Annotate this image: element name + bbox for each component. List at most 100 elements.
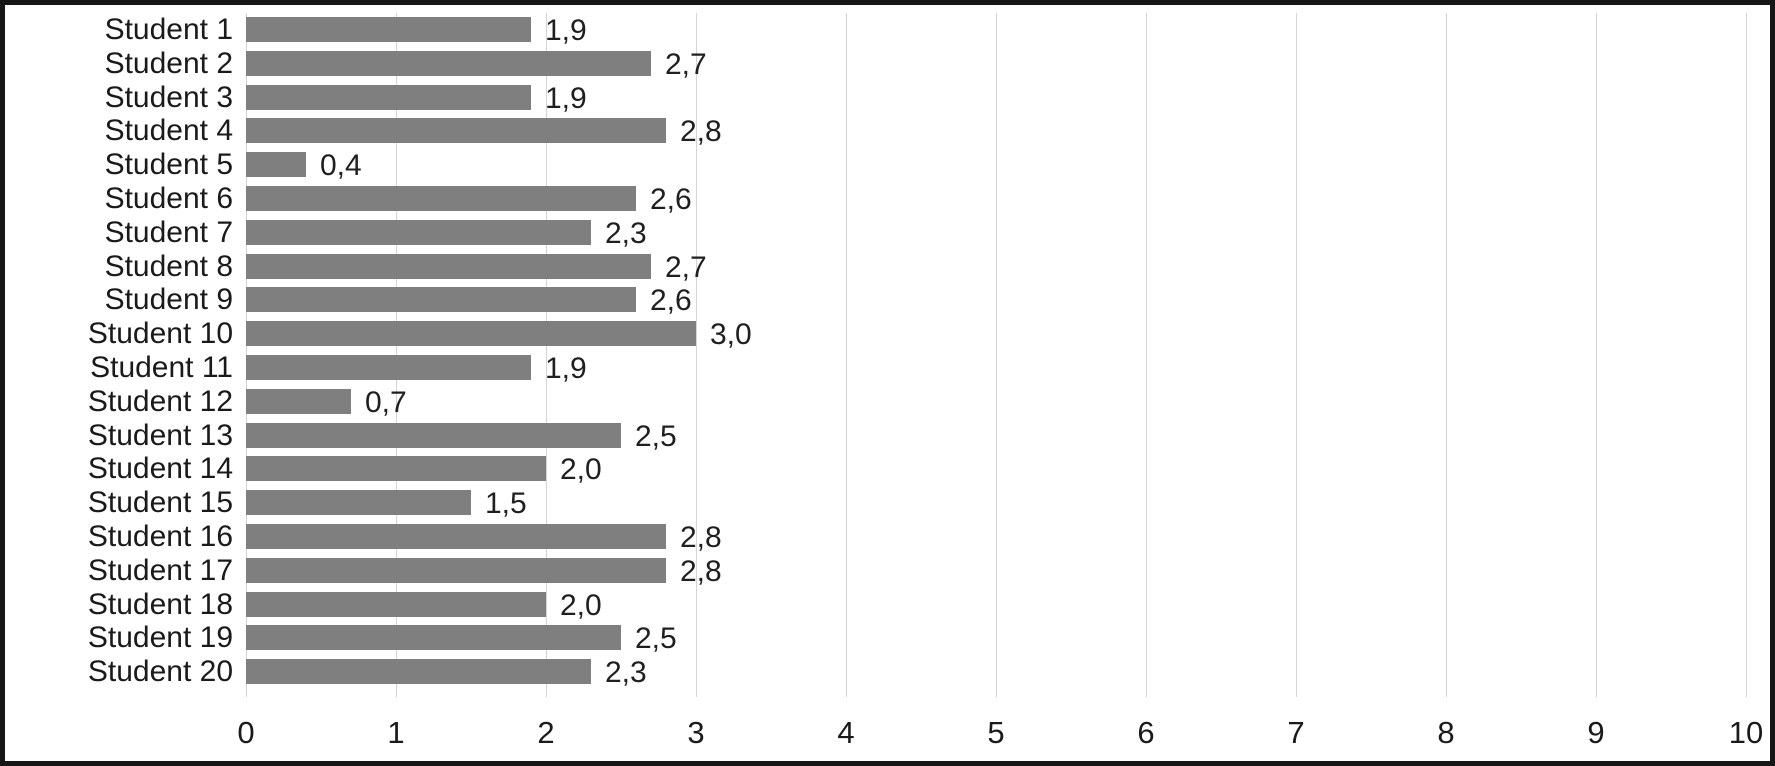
chart-row: Student 12 0,7 [5,385,1770,419]
bar [246,557,666,583]
category-label: Student 13 [87,418,233,452]
value-label: 1,9 [545,81,587,115]
chart-row: Student 4 2,8 [5,114,1770,148]
category-label: Student 5 [104,148,233,182]
gridline [1446,13,1447,697]
bar [246,287,636,313]
bar [246,524,666,549]
value-label: 2,6 [650,183,692,216]
chart-row: Student 18 2,0 [5,588,1770,622]
x-axis-tick-label: 1 [387,715,405,750]
chart-row: Student 6 2,6 [5,182,1770,216]
category-label: Student 14 [87,452,233,486]
bar [246,355,531,380]
value-label: 2,7 [665,47,707,81]
bar [246,625,621,651]
bar [246,321,696,347]
bar [246,84,531,110]
category-label: Student 18 [87,587,233,621]
category-label: Student 8 [104,249,233,283]
category-label: Student 6 [104,182,233,215]
gridline [1146,13,1147,697]
chart-row: Student 17 2,8 [5,554,1770,588]
value-label: 1,9 [545,352,587,385]
category-label: Student 7 [104,215,233,249]
bar [246,659,591,685]
chart-row: Student 3 1,9 [5,81,1770,115]
category-label: Student 1 [104,13,233,46]
value-label: 3,0 [710,318,752,352]
x-axis-tick-label: 3 [687,715,705,750]
x-axis-tick-label: 8 [1437,715,1455,750]
category-label: Student 4 [104,114,233,148]
category-label: Student 16 [87,520,233,553]
value-label: 2,0 [560,588,602,622]
chart-row: Student 20 2,3 [5,655,1770,689]
value-label: 2,0 [560,453,602,487]
chart-row: Student 5 0,4 [5,148,1770,182]
bar [246,456,546,482]
value-label: 2,3 [605,656,647,690]
chart-row: Student 7 2,3 [5,216,1770,250]
chart-row: Student 10 3,0 [5,317,1770,351]
bar [246,152,306,178]
category-label: Student 17 [87,553,233,587]
category-label: Student 15 [87,486,233,520]
category-label: Student 12 [87,384,233,418]
value-label: 2,7 [665,250,707,284]
x-axis-tick-label: 2 [537,715,555,750]
gridline [996,13,997,697]
bar [246,219,591,245]
gridline [846,13,847,697]
value-label: 2,6 [650,284,692,318]
value-label: 1,9 [545,14,587,47]
bar [246,186,636,211]
category-label: Student 3 [104,80,233,114]
category-label: Student 10 [87,317,233,351]
x-axis-tick-label: 6 [1137,715,1155,750]
chart-row: Student 14 2,0 [5,452,1770,486]
chart-row: Student 1 1,9 [5,13,1770,47]
x-axis-tick-label: 0 [237,715,255,750]
gridline [1596,13,1597,697]
value-label: 2,3 [605,216,647,250]
x-axis-tick-label: 7 [1287,715,1305,750]
chart-row: Student 19 2,5 [5,621,1770,655]
bar [246,388,351,414]
bar [246,422,621,448]
gridline [1296,13,1297,697]
x-axis-tick-label: 10 [1728,715,1764,750]
chart-row: Student 13 2,5 [5,419,1770,453]
value-label: 2,5 [635,419,677,453]
value-label: 2,8 [680,115,722,149]
value-label: 2,8 [680,554,722,588]
bar [246,118,666,144]
value-label: 2,5 [635,622,677,656]
category-label: Student 20 [87,655,233,689]
chart-row: Student 2 2,7 [5,47,1770,81]
chart-row: Student 8 2,7 [5,250,1770,284]
bar [246,17,531,42]
chart-row: Student 11 1,9 [5,351,1770,385]
value-label: 0,4 [320,149,362,183]
bar [246,490,471,516]
category-label: Student 19 [87,621,233,655]
value-label: 0,7 [365,385,407,419]
bar [246,591,546,617]
x-axis-tick-label: 5 [987,715,1005,750]
gridline [546,13,547,697]
bar [246,50,651,76]
category-label: Student 2 [104,46,233,80]
gridline [696,13,697,697]
value-label: 1,5 [485,487,527,521]
chart-row: Student 16 2,8 [5,520,1770,554]
bar [246,253,651,279]
value-label: 2,8 [680,521,722,554]
category-label: Student 9 [104,283,233,317]
chart-row: Student 15 1,5 [5,486,1770,520]
x-axis-tick-label: 4 [837,715,855,750]
category-label: Student 11 [90,351,233,384]
gridline [1746,13,1747,697]
chart-row: Student 9 2,6 [5,283,1770,317]
